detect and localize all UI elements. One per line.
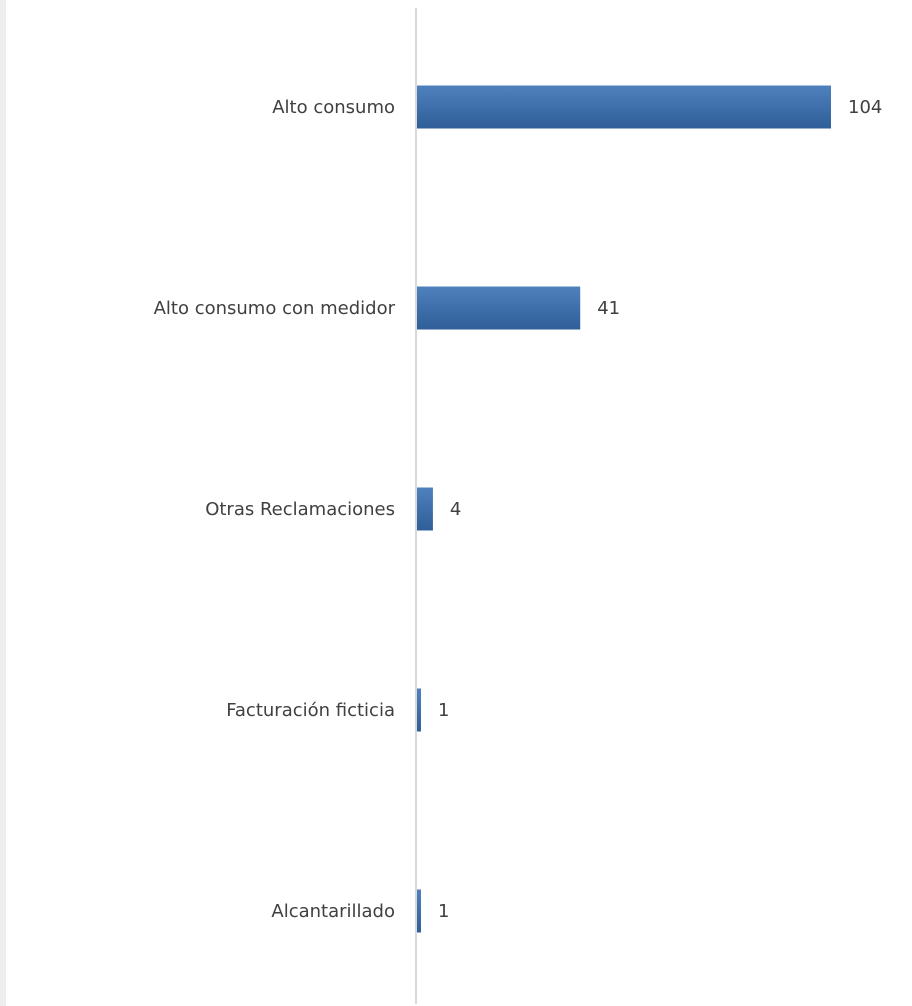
data-label: 1 [438, 700, 449, 721]
bar-4 [417, 889, 421, 933]
category-label: Facturación ficticia [226, 700, 395, 721]
left-edge-strip [0, 0, 6, 1006]
category-label: Alto consumo [272, 97, 395, 118]
category-label: Otras Reclamaciones [205, 499, 395, 520]
data-label: 1 [438, 901, 449, 922]
category-label: Alto consumo con medidor [154, 298, 396, 319]
data-label: 41 [597, 298, 620, 319]
bars-layer [417, 85, 831, 933]
labels-layer: Alto consumo 104 Alto consumo con medidor 4… [154, 97, 883, 922]
bar-2 [417, 487, 433, 531]
category-label: Alcantarillado [271, 901, 395, 922]
bar-1 [417, 286, 581, 330]
bar-0 [417, 85, 831, 129]
bar-3 [417, 688, 421, 732]
data-label: 4 [450, 499, 461, 520]
data-label: 104 [848, 97, 882, 118]
